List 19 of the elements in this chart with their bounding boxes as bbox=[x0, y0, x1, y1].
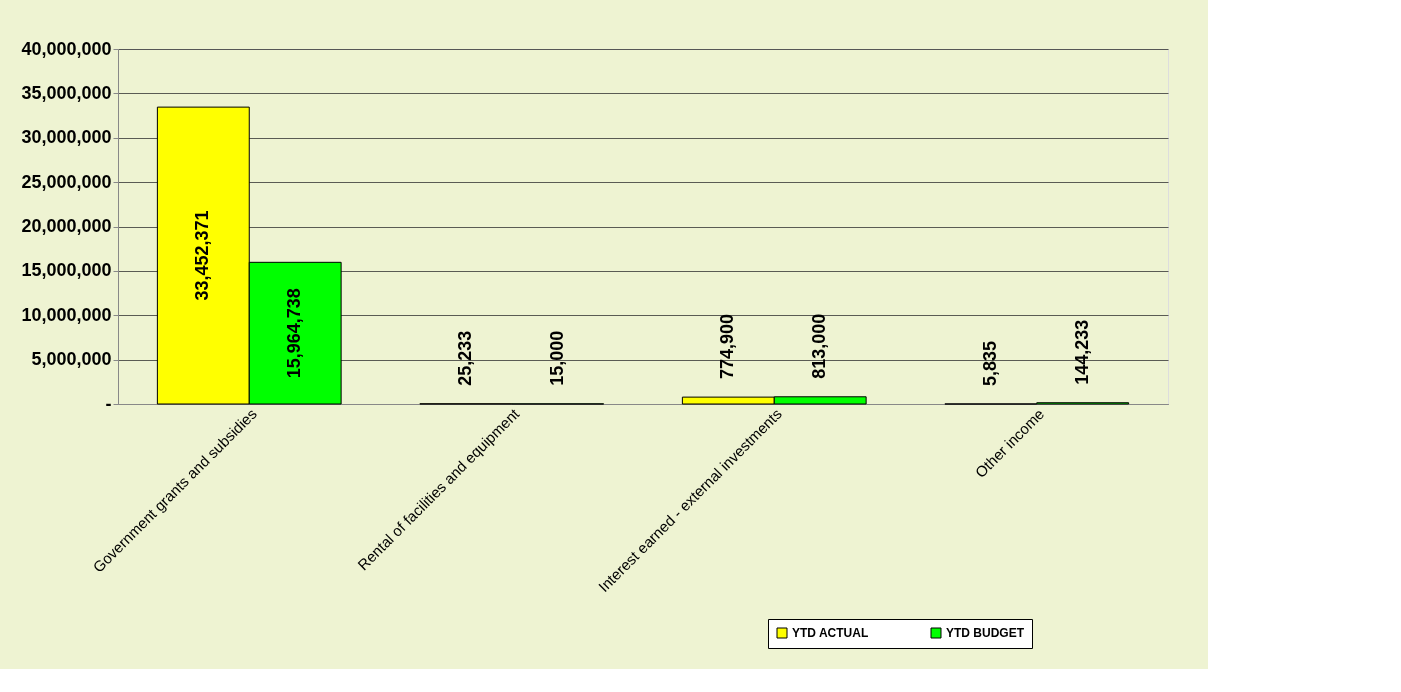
y-tick-label: 40,000,000 bbox=[21, 38, 112, 59]
data-label: 5,835 bbox=[979, 340, 1000, 386]
y-tick-label: 5,000,000 bbox=[31, 349, 112, 370]
y-tick-label: 10,000,000 bbox=[21, 304, 112, 325]
legend-label: YTD ACTUAL bbox=[792, 626, 869, 640]
data-label: 25,233 bbox=[454, 330, 475, 386]
y-tick-label: 30,000,000 bbox=[21, 127, 112, 148]
y-tick-label: 15,000,000 bbox=[21, 260, 112, 281]
data-label: 15,964,738 bbox=[284, 288, 305, 379]
data-label: 144,233 bbox=[1071, 319, 1092, 385]
data-label: 15,000 bbox=[546, 330, 567, 386]
data-label: 813,000 bbox=[809, 313, 830, 379]
y-tick-label: 35,000,000 bbox=[21, 82, 112, 103]
data-label: 33,452,371 bbox=[192, 210, 213, 301]
y-tick-label: 25,000,000 bbox=[21, 171, 112, 192]
legend-label: YTD BUDGET bbox=[946, 626, 1025, 640]
y-tick-label: 20,000,000 bbox=[21, 216, 112, 236]
y-tick-label: - bbox=[105, 393, 112, 414]
data-label: 774,900 bbox=[717, 314, 738, 380]
